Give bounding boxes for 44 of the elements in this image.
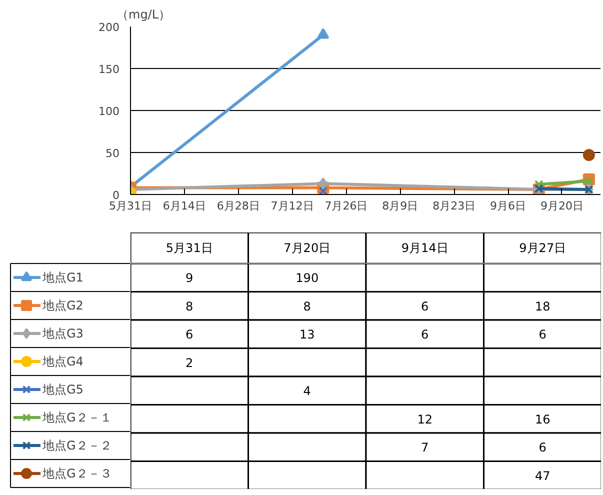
x-tick-label: 9月27日 [519,241,566,255]
data-label: 16 [534,412,550,426]
legend-label: 地点G２－２ [42,438,112,452]
y-tick-label: 200 [98,21,120,34]
legend-label: 地点G1 [42,270,84,284]
data-label: 4 [303,384,311,398]
y-tick-label: 50 [106,147,120,160]
data-label: 13 [299,328,315,342]
x-tick-label: 7月26日 [324,200,368,212]
y-tick-label: 100 [98,105,120,118]
data-label: 2 [186,356,194,370]
data-label: 6 [186,328,194,342]
data-label: 6 [538,328,546,342]
x-tick-label: 8月9日 [382,200,418,212]
legend-label: 地点G２－１ [42,410,112,424]
data-label: 47 [534,468,550,483]
legend-label: 地点G2 [42,298,84,312]
data-label: 12 [417,412,433,426]
data-label: 9 [186,271,194,286]
data-label: 6 [421,299,429,314]
data-label: 8 [186,299,194,314]
y-tick-label: 150 [98,63,120,76]
x-tick-label: 5月31日 [166,241,213,255]
x-tick-label: 8月23日 [432,200,476,212]
data-label: 8 [303,299,311,314]
legend-label: 地点G4 [42,354,84,368]
legend-label: 地点G２－３ [42,466,112,480]
data-label: 18 [534,299,550,314]
y-tick-label: 0 [112,189,120,202]
x-tick-label: 7月20日 [284,241,331,255]
legend-label: 地点G3 [42,326,84,340]
x-tick-label: 6月14日 [162,200,206,212]
data-label: 6 [538,440,546,455]
data-label: 7 [421,440,429,455]
x-tick-label: 9月6日 [490,200,526,212]
legend-label: 地点G5 [42,382,84,396]
x-tick-label: 6月28日 [216,200,260,212]
x-tick-label: 5月31日 [109,200,152,212]
data-label: 190 [296,271,319,286]
y-axis-title: （mg/L） [116,8,171,22]
x-tick-label: 9月14日 [401,241,448,255]
data-label: 6 [421,328,429,342]
x-tick-label: 7月12日 [270,200,314,212]
x-tick-label: 9月20日 [540,200,584,212]
